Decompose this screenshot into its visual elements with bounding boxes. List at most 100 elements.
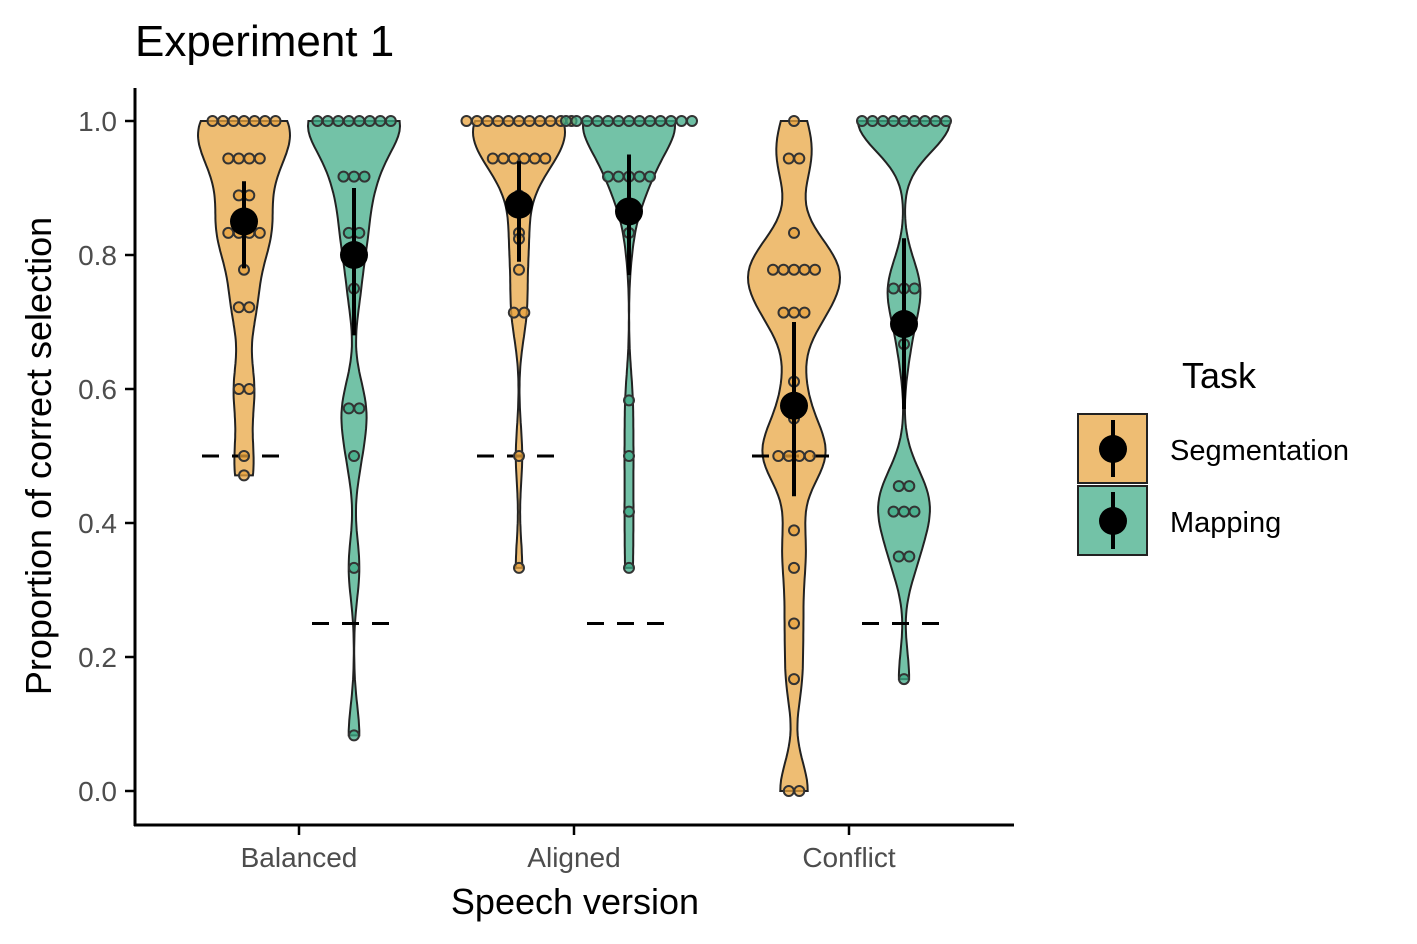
x-axis-ticks: Balanced Aligned Conflict bbox=[241, 825, 896, 873]
data-point bbox=[929, 115, 942, 127]
data-point bbox=[623, 505, 635, 518]
data-point bbox=[460, 115, 473, 127]
y-axis-ticks: 0.0 0.2 0.4 0.6 0.8 1.0 bbox=[78, 106, 135, 807]
data-point bbox=[940, 115, 952, 127]
data-point bbox=[612, 170, 625, 183]
data-point bbox=[222, 152, 235, 165]
data-point bbox=[206, 115, 219, 127]
legend-label: Mapping bbox=[1170, 507, 1281, 539]
data-point bbox=[243, 301, 256, 314]
data-point bbox=[348, 729, 360, 742]
legend-item-mapping: Mapping bbox=[1077, 485, 1281, 556]
data-point bbox=[232, 152, 245, 165]
violin-mapping-balanced bbox=[306, 120, 402, 737]
data-point bbox=[384, 115, 397, 127]
data-point bbox=[602, 170, 614, 183]
data-point bbox=[887, 282, 900, 295]
data-point bbox=[492, 115, 504, 127]
data-point bbox=[502, 115, 515, 127]
data-point bbox=[782, 152, 795, 165]
data-point bbox=[348, 450, 360, 462]
data-point bbox=[788, 226, 800, 239]
data-point bbox=[788, 263, 800, 276]
data-point bbox=[363, 115, 376, 127]
mean-point bbox=[780, 391, 808, 420]
data-point bbox=[777, 263, 790, 276]
data-point bbox=[513, 115, 525, 127]
data-point bbox=[321, 115, 334, 127]
data-point bbox=[497, 152, 510, 165]
data-point bbox=[665, 115, 677, 127]
data-point bbox=[644, 115, 656, 127]
mean-point bbox=[890, 310, 918, 339]
data-point bbox=[227, 115, 240, 127]
data-point bbox=[777, 306, 790, 319]
legend-item-segmentation: Segmentation bbox=[1077, 413, 1349, 484]
data-point bbox=[602, 115, 614, 127]
data-point bbox=[342, 402, 355, 415]
data-point bbox=[788, 306, 800, 319]
data-point bbox=[513, 450, 525, 462]
x-axis-title: Speech version bbox=[451, 881, 699, 922]
x-tick-label: Conflict bbox=[802, 842, 896, 873]
data-point bbox=[507, 306, 520, 319]
data-point bbox=[809, 263, 821, 276]
data-point bbox=[570, 115, 583, 127]
data-point bbox=[348, 170, 360, 183]
data-point bbox=[243, 383, 256, 395]
data-point bbox=[353, 402, 366, 415]
data-point bbox=[788, 524, 800, 537]
y-tick-label: 0.6 bbox=[78, 374, 117, 405]
y-tick-label: 0.2 bbox=[78, 642, 117, 673]
data-point bbox=[348, 561, 360, 574]
data-point bbox=[311, 115, 324, 127]
data-point bbox=[788, 561, 800, 574]
legend-key-dot bbox=[1099, 435, 1127, 463]
data-point bbox=[513, 561, 525, 574]
data-point bbox=[481, 115, 494, 127]
data-point bbox=[534, 115, 546, 127]
data-point bbox=[581, 115, 593, 127]
violin-segmentation-balanced bbox=[196, 120, 292, 477]
data-point bbox=[560, 115, 572, 127]
legend: Task Segmentation Mapping bbox=[1077, 355, 1349, 556]
data-point bbox=[238, 115, 250, 127]
y-axis-title: Proportion of correct selection bbox=[18, 217, 59, 695]
data-point bbox=[782, 785, 795, 797]
data-point bbox=[908, 505, 921, 518]
data-point bbox=[342, 115, 355, 127]
data-point bbox=[528, 152, 541, 165]
data-point bbox=[544, 115, 557, 127]
data-point bbox=[767, 263, 779, 276]
data-point bbox=[908, 282, 921, 295]
data-point bbox=[243, 152, 256, 165]
data-point bbox=[887, 115, 900, 127]
data-point bbox=[892, 480, 905, 493]
data-point bbox=[793, 785, 806, 797]
data-point bbox=[892, 550, 905, 563]
data-point bbox=[238, 450, 250, 462]
data-point bbox=[523, 115, 536, 127]
data-point bbox=[623, 394, 635, 407]
data-point bbox=[232, 301, 245, 314]
data-point bbox=[772, 450, 785, 462]
data-point bbox=[686, 115, 698, 127]
data-point bbox=[471, 115, 483, 127]
y-tick-label: 0.0 bbox=[78, 776, 117, 807]
data-point bbox=[259, 115, 271, 127]
mean-point bbox=[230, 207, 258, 236]
data-point bbox=[675, 115, 688, 127]
y-tick-label: 0.8 bbox=[78, 240, 117, 271]
data-point bbox=[337, 170, 350, 183]
data-point bbox=[612, 115, 625, 127]
y-tick-label: 0.4 bbox=[78, 508, 117, 539]
data-point bbox=[513, 263, 525, 276]
data-point bbox=[253, 152, 266, 165]
y-tick-label: 1.0 bbox=[78, 106, 117, 137]
data-point bbox=[539, 152, 552, 165]
data-point bbox=[856, 115, 868, 127]
data-point bbox=[248, 115, 261, 127]
data-point bbox=[793, 152, 806, 165]
data-point bbox=[353, 115, 366, 127]
